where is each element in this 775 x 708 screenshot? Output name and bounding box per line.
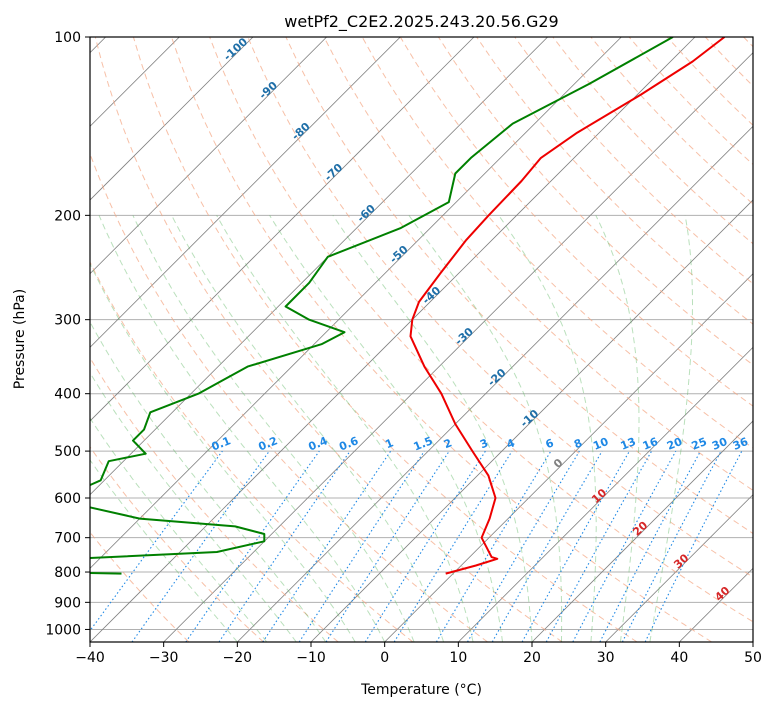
dry-adiabat-line [514, 37, 753, 285]
moist-adiabat-line [90, 321, 327, 642]
dry-adiabat-line [285, 37, 753, 535]
mixing-ratio-line [521, 450, 630, 642]
x-tick-label: −20 [223, 650, 253, 666]
isotherm-line [531, 420, 753, 642]
isotherm-line [90, 37, 622, 569]
mixing-ratio-line [185, 450, 320, 642]
isotherm-line [90, 37, 254, 201]
mixing-ratio-line [644, 450, 743, 642]
y-tick-label: 500 [54, 444, 81, 460]
x-tick-label: 10 [449, 650, 467, 666]
mixing-ratio-labels: 0.1 0.2 0.4 0.6 1 1.5 2 3 4 6 8 10 13 16 20 25 30 36 [210, 434, 751, 453]
x-tick-label: −40 [75, 650, 105, 666]
moist-adiabat-line [90, 371, 297, 642]
y-tick-label: 300 [54, 313, 81, 329]
isotherm-line [90, 37, 475, 422]
y-tick-label: 100 [54, 30, 81, 46]
x-tick-label: 20 [523, 650, 541, 666]
mixing-ratio-line [325, 450, 450, 642]
y-tick-label: 700 [54, 531, 81, 547]
dewpoint-profile-line [90, 37, 674, 575]
mixing-ratio-label: 8 [572, 436, 584, 451]
plot-frame [89, 36, 754, 643]
y-tick-label: 1000 [45, 622, 81, 638]
y-tick-label: 400 [54, 387, 81, 403]
moist-adiabat-line [132, 215, 415, 642]
dry-adiabat-line [323, 37, 753, 491]
moist-adiabat-line [595, 215, 640, 642]
mixing-ratio-line [572, 450, 677, 642]
x-tick-label: 40 [670, 650, 688, 666]
mixing-ratio-line [545, 450, 653, 642]
isotherm-line [90, 37, 696, 642]
dry-adiabat-line [171, 37, 712, 642]
mixing-ratio-line [298, 450, 425, 642]
mixing-ratio-label: 20 [665, 435, 684, 453]
moist-adiabat-line [90, 459, 238, 642]
mixing-ratio-label: 16 [641, 435, 660, 453]
mixing-ratio-label: 13 [619, 435, 638, 453]
mixing-ratio-line [218, 450, 351, 642]
moist-adiabat-line [171, 215, 445, 642]
mixing-ratio-line [262, 450, 392, 642]
isotherm-line [237, 125, 753, 642]
mixing-ratio-label: 36 [731, 435, 750, 453]
isotherm-line [752, 641, 753, 642]
y-axis-title: Pressure (hPa) [12, 289, 28, 389]
moist-adiabat-line [98, 215, 386, 642]
dry-adiabat-line [94, 37, 563, 642]
moist-adiabat-line [216, 215, 474, 642]
dry-adiabat-line [476, 37, 753, 325]
mixing-ratio-line [393, 450, 513, 642]
y-tick-label: 900 [54, 595, 81, 611]
y-tick-label: 800 [54, 565, 81, 581]
isotherm-line [90, 37, 401, 348]
mixing-ratio-label: 25 [690, 435, 709, 453]
dry-adiabat-line [90, 356, 339, 642]
dry-adiabat-line [132, 37, 638, 642]
x-tick-label: 50 [744, 650, 762, 666]
dry-adiabat-line [209, 37, 753, 623]
moist-adiabat-line [649, 215, 693, 642]
mixing-ratio-label: 3 [478, 436, 490, 451]
x-axis-title: Temperature (°C) [360, 682, 482, 698]
mixing-ratio-line [131, 450, 270, 642]
x-tick-label: −30 [149, 650, 179, 666]
mixing-ratio-label: 30 [710, 435, 729, 453]
temperature-profile-line [409, 37, 726, 575]
series-layer [90, 37, 726, 575]
moist-adiabat-line [90, 417, 268, 642]
isotherm-line [90, 37, 327, 275]
moist-adiabat-line [269, 215, 503, 642]
moist-adiabat-line [332, 215, 533, 642]
moist-adiabat-line [408, 215, 563, 642]
y-axis-ticks: 100 200 300 400 500 600 700 800 900 1000 [45, 30, 90, 638]
x-tick-label: 30 [597, 650, 615, 666]
x-axis-ticks: −40 −30 −20 −10 0 10 20 30 40 50 [75, 642, 762, 666]
isotherm-line [384, 273, 753, 642]
dry-adiabat-line [90, 260, 414, 642]
mixing-ratio-label: 1 [383, 436, 395, 451]
dry-adiabat-line [90, 446, 264, 642]
y-tick-label: 200 [54, 208, 81, 224]
mixing-ratio-line [90, 450, 223, 632]
isotherm-line [458, 346, 753, 642]
dry-adiabat-line [247, 37, 753, 578]
isotherm-line [605, 494, 753, 642]
chart-title: wetPf2_C2E2.2025.243.20.56.G29 [284, 12, 558, 32]
plot-background [90, 37, 753, 642]
x-tick-label: 0 [380, 650, 389, 666]
x-tick-label: −10 [296, 650, 326, 666]
mixing-ratio-label: 2 [442, 436, 454, 451]
moist-adiabat-line [90, 262, 356, 642]
isotherm-line [90, 37, 548, 496]
mixing-ratio-label: 10 [591, 435, 610, 453]
y-tick-label: 600 [54, 491, 81, 507]
